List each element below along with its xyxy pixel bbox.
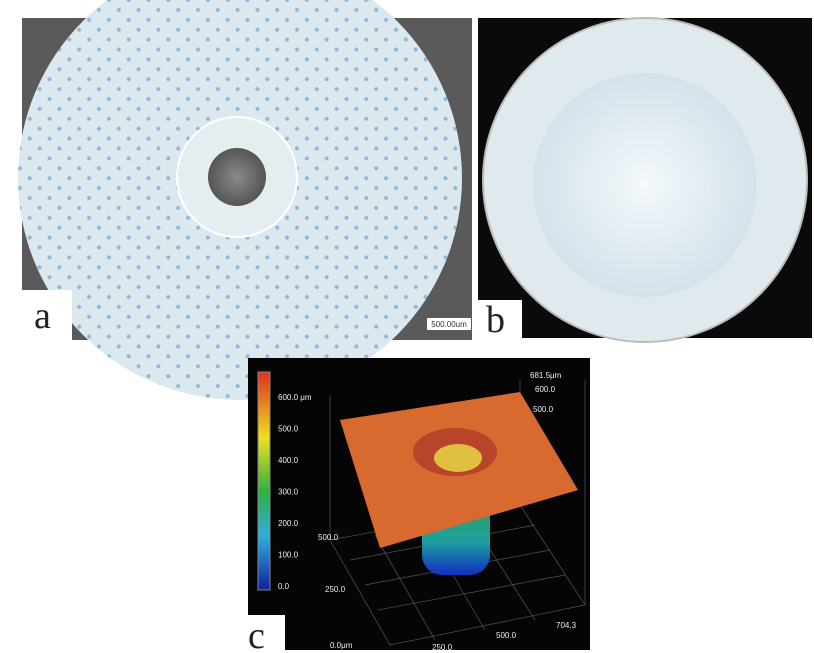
y-axis-label: 500.0 — [318, 533, 339, 542]
panel-label: c — [248, 615, 265, 653]
colorbar-label: 500.0 — [278, 425, 299, 434]
colorbar-label: 100.0 — [278, 551, 299, 560]
colorbar-label: 400.0 — [278, 456, 299, 465]
panel-label: a — [34, 295, 51, 337]
colorbar-label: 200.0 — [278, 519, 299, 528]
figure: a 500.00um b c 600.0 μm 500.0 400.0 300.0 20… — [0, 0, 814, 653]
colorbar-label: 600.0 μm — [278, 393, 312, 402]
y-axis-label: 250.0 — [325, 585, 346, 594]
scale-bar: 500.00um — [431, 320, 467, 329]
z-axis-label: 681.5μm — [530, 371, 562, 380]
colorbar-label: 0.0 — [278, 582, 290, 591]
z-axis-label: 500.0 — [533, 405, 554, 414]
x-axis-label: 0.0μm — [330, 641, 353, 650]
z-axis-label: 600.0 — [535, 385, 556, 394]
x-axis-label: 500.0 — [496, 631, 517, 640]
x-axis-label: 704.3 — [556, 621, 577, 630]
panel-a: a 500.00um — [18, 0, 472, 400]
colorbar-label: 300.0 — [278, 488, 299, 497]
panel-label: b — [486, 299, 505, 341]
panel-b: b — [478, 18, 812, 342]
panel-c: c — [240, 358, 590, 653]
x-axis-label: 250.0 — [432, 643, 453, 652]
